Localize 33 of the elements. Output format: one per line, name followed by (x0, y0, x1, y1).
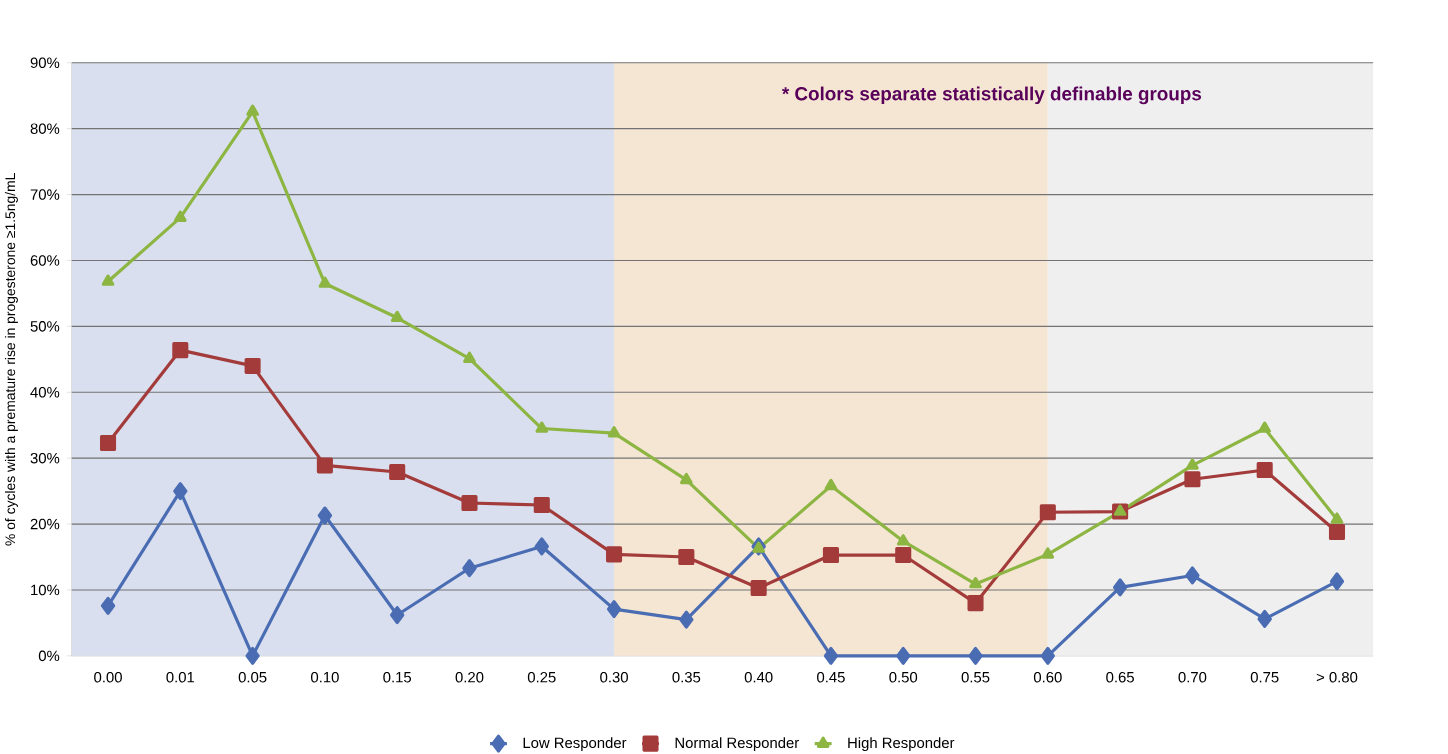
y-tick-label: 50% (30, 321, 60, 332)
y-tick-label: 70% (30, 189, 60, 200)
y-tick-label: 80% (30, 123, 60, 134)
x-tick-label: 0.55 (961, 671, 990, 683)
y-tick-label: 90% (30, 57, 60, 68)
legend-label: Low Responder (523, 737, 627, 751)
y-tick-label: 60% (30, 255, 60, 266)
y-tick-label: 10% (31, 584, 60, 596)
x-tick-label: 0.50 (889, 671, 918, 683)
x-tick-label: 0.25 (527, 671, 556, 683)
x-tick-label: 0.10 (311, 671, 339, 683)
y-tick-label: 20% (30, 518, 60, 530)
x-tick-label: 0.01 (166, 671, 195, 683)
x-tick-label: 0.05 (238, 671, 267, 683)
x-tick-label: 0.65 (1106, 671, 1134, 683)
x-tick-label: 0.15 (383, 671, 412, 683)
y-axis-title: % of cycles with a premature rise in progesterone ≥1.5ng/mL (4, 173, 18, 546)
annotation: * Colors separate statistically definable groups (781, 86, 1202, 105)
x-tick-label: 0.45 (817, 671, 845, 683)
x-tick-label: 0.00 (94, 671, 122, 683)
x-tick-label: > 0.80 (1316, 671, 1358, 683)
legend-label: High Responder (848, 737, 955, 751)
y-tick-label: 0% (38, 650, 60, 662)
x-tick-label: 0.75 (1250, 671, 1279, 683)
y-tick-label: 30% (30, 452, 60, 464)
x-tick-label: 0.35 (672, 671, 701, 683)
x-tick-label: 0.70 (1178, 671, 1207, 683)
x-tick-label: 0.30 (600, 671, 628, 683)
legend-label: Normal Responder (675, 737, 799, 751)
x-tick-label: 0.60 (1033, 671, 1062, 683)
x-tick-label: 0.40 (744, 671, 773, 683)
x-tick-label: 0.20 (455, 671, 484, 683)
y-tick-label: 40% (30, 386, 60, 398)
